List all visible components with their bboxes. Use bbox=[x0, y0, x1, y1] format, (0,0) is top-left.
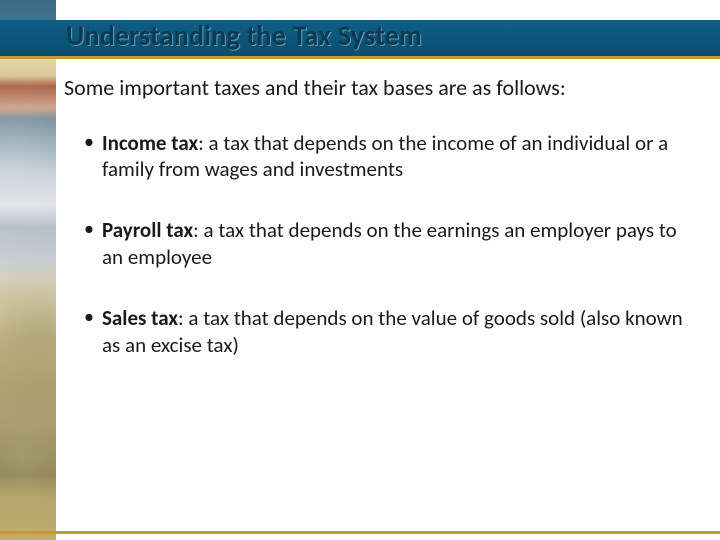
slide-title: Understanding the Tax System bbox=[66, 18, 422, 53]
intro-text: Some important taxes and their tax bases… bbox=[64, 74, 686, 102]
list-item: Payroll tax: a tax that depends on the e… bbox=[84, 217, 686, 271]
definition: : a tax that depends on the value of goo… bbox=[102, 305, 683, 358]
term: Sales tax bbox=[102, 305, 178, 331]
title-underline bbox=[0, 56, 720, 59]
term: Income tax bbox=[102, 130, 198, 156]
term: Payroll tax bbox=[102, 217, 193, 243]
slide: Understanding the Tax System Some import… bbox=[0, 0, 720, 540]
list-item: Sales tax: a tax that depends on the val… bbox=[84, 305, 686, 359]
bullet-list: Income tax: a tax that depends on the in… bbox=[64, 130, 686, 359]
slide-body: Some important taxes and their tax bases… bbox=[64, 74, 686, 510]
bottom-accent-line bbox=[0, 531, 720, 534]
title-bar: Understanding the Tax System bbox=[0, 14, 720, 62]
left-photo-strip bbox=[0, 0, 56, 540]
list-item: Income tax: a tax that depends on the in… bbox=[84, 130, 686, 184]
